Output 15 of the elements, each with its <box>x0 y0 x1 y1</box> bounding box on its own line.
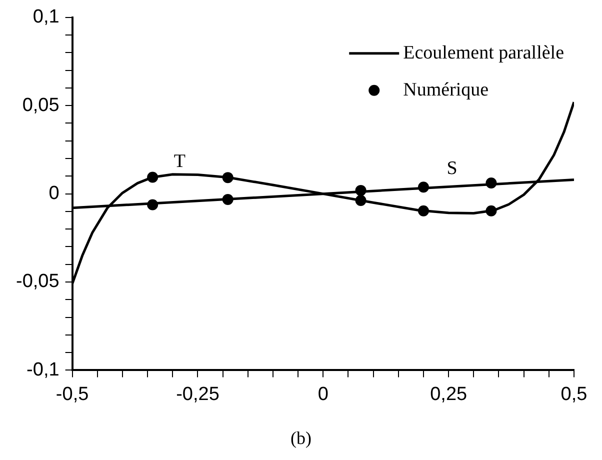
x-tick-label: 0 <box>318 384 328 405</box>
y-tick-label: -0,1 <box>26 359 60 380</box>
legend-label: Ecoulement parallèle <box>403 42 564 64</box>
x-tick-label: -0,5 <box>56 384 89 405</box>
text: (b) <box>290 428 312 449</box>
y-tick-label: 0 <box>48 183 60 204</box>
y-tick-label: -0,05 <box>16 271 60 292</box>
legend-label: Numérique <box>403 79 489 100</box>
annotation: S <box>446 158 458 180</box>
x-tick-label: 0,25 <box>430 384 468 405</box>
y-tick-label: 0,05 <box>22 94 60 116</box>
x-tick-label: -0,25 <box>176 384 220 405</box>
y-tick-label: 0,1 <box>32 6 60 28</box>
x-tick-label: 0,5 <box>560 384 588 405</box>
annotation: T <box>174 151 186 172</box>
